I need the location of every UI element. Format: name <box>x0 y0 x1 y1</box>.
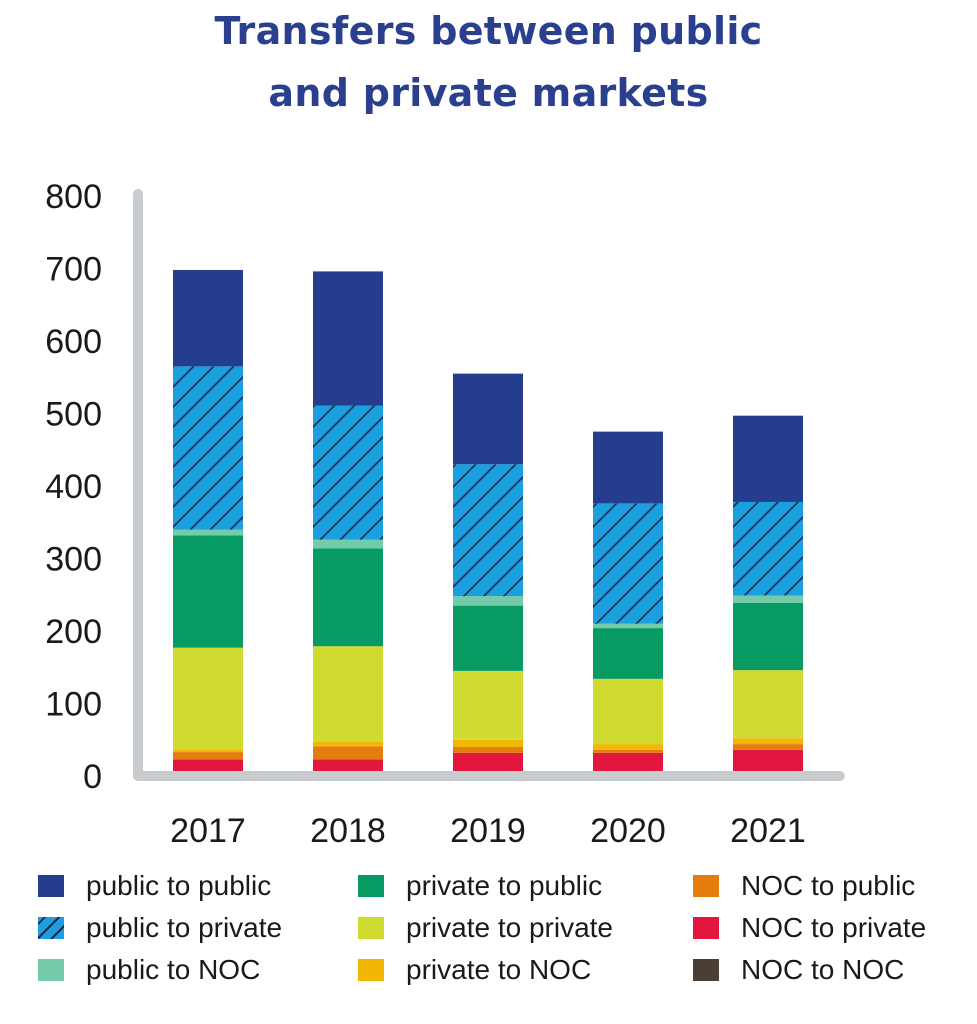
bar-segment-2018-public-to-noc <box>313 539 383 549</box>
x-tick-label: 2020 <box>590 812 666 850</box>
bar-segment-2018-public-to-private <box>313 405 383 540</box>
y-tick-label: 700 <box>45 251 102 289</box>
bar-segment-2017-public-to-noc <box>173 529 243 536</box>
y-tick-label: 600 <box>45 323 102 361</box>
chart-title: Transfers between public and private mar… <box>0 0 977 124</box>
bar-segment-2017-private-to-private <box>173 647 243 750</box>
bar-segment-2020-private-to-public <box>593 628 663 679</box>
y-tick-label: 400 <box>45 468 102 506</box>
bar-segment-2019-public-to-noc <box>453 596 523 606</box>
bar-segment-2019-private-to-public <box>453 605 523 671</box>
bar-segment-2018-private-to-public <box>313 548 383 647</box>
bar-segment-2018-noc-to-public <box>313 746 383 760</box>
y-tick-label: 0 <box>83 758 102 796</box>
x-tick-label: 2019 <box>450 812 526 850</box>
ticks-layer: 2017 2018 2019 2020 2021 0 100 200 300 400 500 600 7… <box>45 178 806 850</box>
bar-segment-2020-public-to-noc <box>593 623 663 629</box>
bar-segment-2021-private-to-private <box>733 670 803 739</box>
chart-title-line-1: Transfers between public <box>214 9 763 53</box>
chart-title-line-2: and private markets <box>268 71 709 115</box>
bars-layer <box>173 269 803 776</box>
axes-layer <box>133 189 845 781</box>
bar-segment-2019-noc-to-private <box>453 752 523 776</box>
x-tick-label: 2018 <box>310 812 386 850</box>
bar-segment-2017-public-to-private <box>173 366 243 530</box>
y-tick-label: 200 <box>45 613 102 651</box>
bar-segment-2020-private-to-private <box>593 678 663 745</box>
bar-segment-2021-noc-to-public <box>733 744 803 750</box>
bar-segment-2018-public-to-public <box>313 271 383 406</box>
bar-segment-2020-noc-to-public <box>593 749 663 753</box>
y-tick-label: 800 <box>45 178 102 216</box>
bar-segment-2021-public-to-noc <box>733 595 803 603</box>
bar-segment-2021-public-to-private <box>733 501 803 596</box>
bar-segment-2019-private-to-noc <box>453 739 523 747</box>
bar-segment-2017-noc-to-public <box>173 752 243 760</box>
y-tick-label: 100 <box>45 686 102 724</box>
y-tick-label: 500 <box>45 396 102 434</box>
bar-segment-2021-private-to-public <box>733 602 803 671</box>
bar-segment-2020-public-to-private <box>593 503 663 624</box>
bar-segment-2018-private-to-private <box>313 646 383 742</box>
bar-segment-2017-noc-to-private <box>173 759 243 773</box>
y-tick-label: 300 <box>45 541 102 579</box>
bar-segment-2017-private-to-public <box>173 535 243 648</box>
bar-segment-2021-private-to-noc <box>733 738 803 745</box>
bar-segment-2018-private-to-noc <box>313 741 383 747</box>
bar-segment-2017-private-to-noc <box>173 749 243 753</box>
bar-segment-2018-noc-to-private <box>313 759 383 773</box>
x-tick-label: 2021 <box>730 812 806 850</box>
bar-segment-2019-public-to-private <box>453 464 523 597</box>
bar-segment-2019-noc-to-public <box>453 747 523 753</box>
bar-segment-2019-public-to-public <box>453 373 523 465</box>
bar-segment-2020-public-to-public <box>593 431 663 504</box>
bar-segment-2017-public-to-public <box>173 269 243 367</box>
bar-segment-2020-private-to-noc <box>593 744 663 750</box>
bar-segment-2020-noc-to-private <box>593 752 663 776</box>
x-tick-label: 2017 <box>170 812 246 850</box>
bar-segment-2021-public-to-public <box>733 415 803 502</box>
bar-segment-2019-private-to-private <box>453 670 523 740</box>
